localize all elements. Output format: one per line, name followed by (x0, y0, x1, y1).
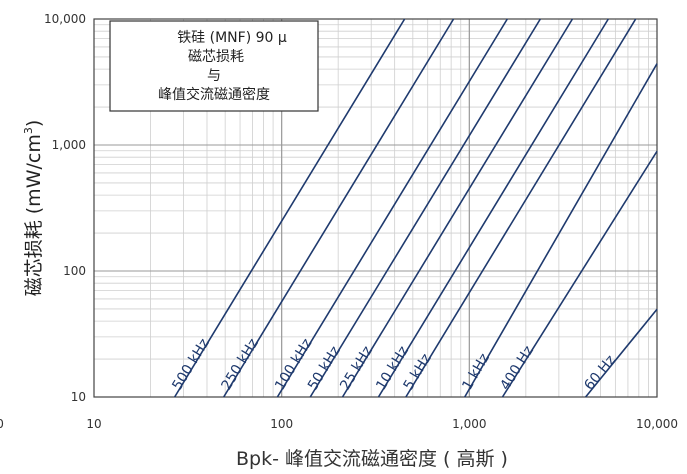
series-line (377, 18, 609, 398)
series-line (223, 18, 455, 398)
series-label: 500 kHz (169, 336, 212, 393)
series-line (405, 18, 637, 398)
title-box: 铁硅 (MNF) 90 μ 磁芯损耗 与 峰值交流磁通密度 (109, 20, 319, 112)
y-axis-label-close: ) (23, 120, 45, 127)
y-axis-label: 磁芯损耗 (mW/cm3) (22, 120, 45, 297)
series-line (276, 18, 508, 398)
plot-frame (93, 18, 658, 398)
y-axis-label-superscript: 3 (22, 127, 35, 134)
series-label: 400 Hz (497, 343, 537, 393)
y-tick-label: 10 (71, 390, 86, 404)
series-line (464, 63, 658, 398)
title-box-frame (109, 20, 319, 112)
series-lines (173, 18, 658, 398)
x-tick-label: 10 (86, 417, 101, 431)
x-tick-label: 100 (270, 417, 293, 431)
x-tick-label: 10,000 (636, 417, 678, 431)
series-label: 1 kHz (459, 351, 493, 393)
title-line-3: 与 (207, 68, 221, 84)
series-line (584, 308, 658, 398)
title-line-1: 铁硅 (MNF) 90 μ (177, 30, 287, 46)
x-tick-label: 1,000 (452, 417, 486, 431)
clipped-x-tick-label: 0 (0, 417, 4, 431)
x-tick-labels: 10 100 1,000 10,000 (86, 417, 678, 431)
series-line (501, 150, 658, 398)
series-line (309, 18, 541, 398)
y-tick-labels: 10 100 1,000 10,000 (44, 12, 86, 404)
series-line (341, 18, 574, 398)
y-tick-label: 100 (63, 264, 86, 278)
title-line-2: 磁芯损耗 (188, 49, 244, 65)
series-line (173, 18, 406, 398)
series-label: 25 kHz (337, 344, 376, 394)
y-tick-label: 1,000 (52, 138, 86, 152)
y-axis-label-main: 磁芯损耗 (mW/cm (23, 134, 45, 296)
x-axis-label: Bpk- 峰值交流磁通密度 ( 高斯 ) (236, 448, 508, 470)
title-line-4: 峰值交流磁通密度 (158, 86, 270, 103)
y-tick-label: 10,000 (44, 12, 86, 26)
